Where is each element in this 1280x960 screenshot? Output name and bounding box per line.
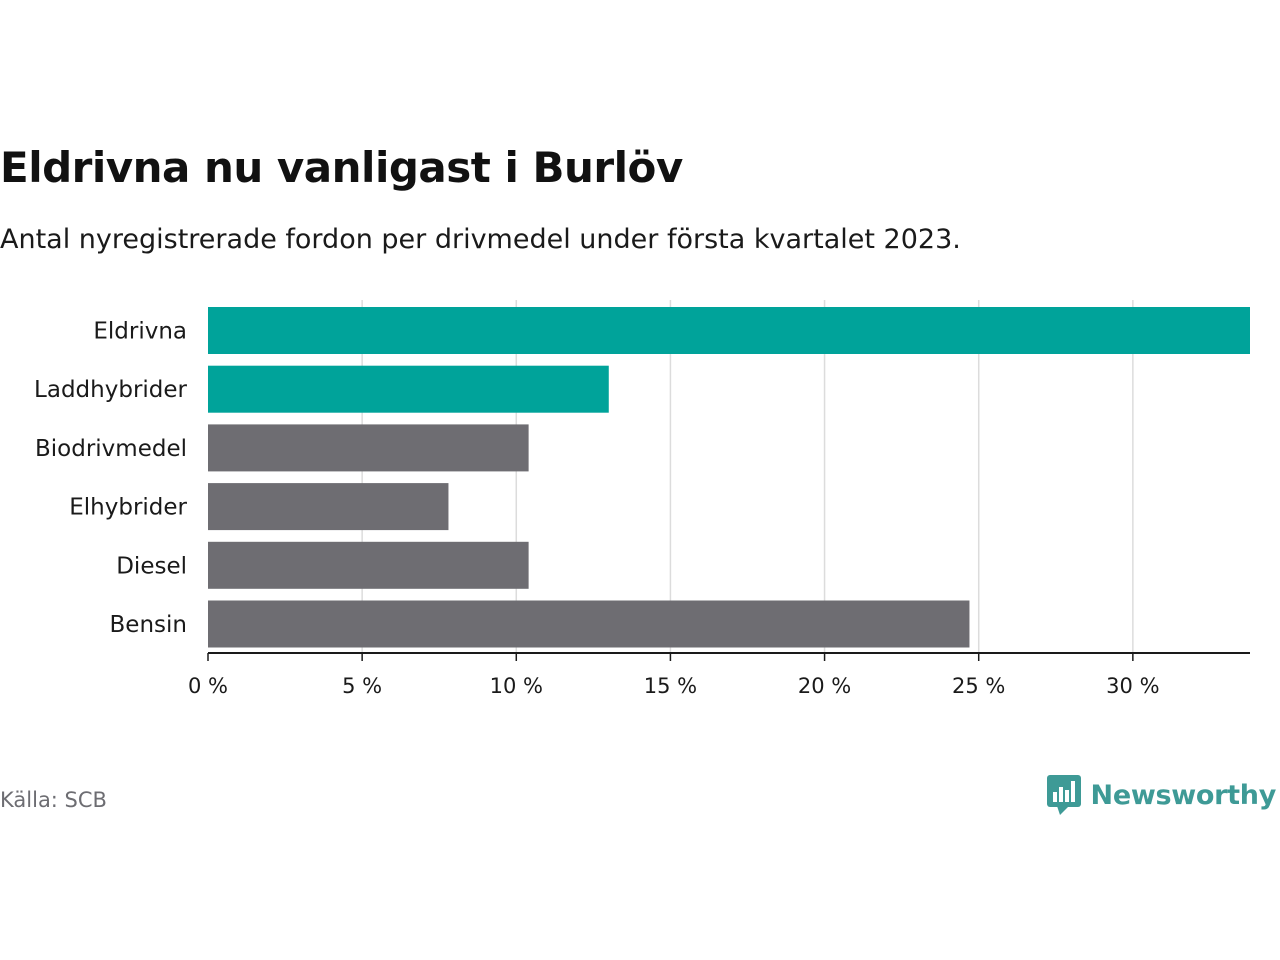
grid-lines: [361, 300, 1134, 653]
bar-laddhybrider: [208, 365, 609, 413]
brand-logo: Newsworthy: [1046, 775, 1277, 815]
category-label: Bensin: [110, 612, 187, 638]
brand-name: Newsworthy: [1090, 779, 1277, 811]
bar-bensin: [208, 600, 970, 648]
bar-diesel: [208, 541, 529, 589]
bar-elhybrider: [208, 483, 449, 531]
chart-title: Eldrivna nu vanligast i Burlöv: [0, 143, 683, 192]
newsworthy-logo-icon: [1046, 775, 1081, 815]
x-tick-label: 5 %: [342, 674, 382, 698]
bar-eldrivna: [208, 307, 1250, 354]
bar-chart: 0 % 5 % 10 % 15 % 20 % 25 % 30 % Eldrivna Laddh…: [34, 300, 1250, 698]
source-note: Källa: SCB: [0, 788, 107, 812]
category-label: Eldrivna: [93, 319, 187, 345]
category-label: Laddhybrider: [34, 377, 187, 403]
x-tick-label: 10 %: [490, 674, 543, 698]
category-labels: Eldrivna Laddhybrider Biodrivmedel Elhybrid…: [34, 319, 187, 639]
category-label: Biodrivmedel: [35, 436, 187, 462]
x-tick-label: 20 %: [798, 674, 851, 698]
bars: [208, 307, 1250, 648]
chart-subtitle: Antal nyregistrerade fordon per drivmede…: [0, 224, 961, 255]
x-tick-label: 25 %: [952, 674, 1005, 698]
x-tick-label: 15 %: [644, 674, 697, 698]
x-axis: 0 % 5 % 10 % 15 % 20 % 25 % 30 %: [188, 652, 1250, 698]
category-label: Diesel: [116, 553, 187, 579]
bar-biodrivmedel: [208, 424, 529, 472]
x-tick-label: 0 %: [188, 674, 228, 698]
x-tick-label: 30 %: [1106, 674, 1159, 698]
category-label: Elhybrider: [69, 495, 187, 521]
